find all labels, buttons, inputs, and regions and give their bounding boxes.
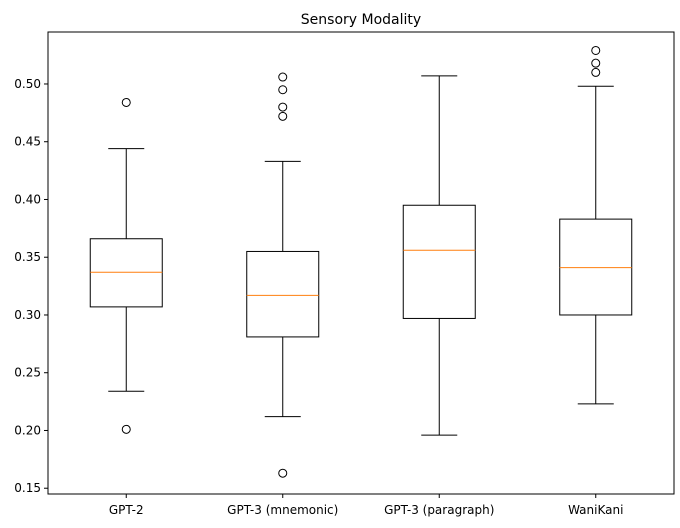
x-tick-label: GPT-3 (paragraph) <box>384 503 494 517</box>
y-tick-label: 0.45 <box>14 135 41 149</box>
y-axis: 0.15 0.20 0.25 0.30 0.35 0.40 0.45 0.50 <box>14 77 48 495</box>
box-iqr <box>246 250 320 338</box>
y-tick-label: 0.40 <box>14 192 41 206</box>
outlier-point <box>278 111 288 121</box>
box-iqr <box>89 238 163 308</box>
box-plot-3 <box>559 45 633 405</box>
outlier-point <box>121 424 131 434</box>
outlier-point <box>278 85 288 95</box>
outlier-point <box>278 72 288 82</box>
outlier-point <box>278 468 288 478</box>
y-tick-label: 0.15 <box>14 481 41 495</box>
y-tick-label: 0.20 <box>14 423 41 437</box>
x-tick-label: GPT-2 <box>109 503 144 517</box>
outlier-point <box>591 58 601 68</box>
y-tick-label: 0.50 <box>14 77 41 91</box>
box-iqr <box>559 218 633 316</box>
plot-area <box>47 31 675 495</box>
box-plot-1 <box>246 72 320 478</box>
box-iqr <box>402 204 476 319</box>
y-tick-label: 0.30 <box>14 308 41 322</box>
outlier-point <box>591 67 601 77</box>
y-tick-label: 0.35 <box>14 250 41 264</box>
x-tick-label: WaniKani <box>568 503 623 517</box>
x-axis: GPT-2 GPT-3 (mnemonic) GPT-3 (paragraph) Wa… <box>109 494 623 517</box>
box-plot-2 <box>402 75 476 436</box>
outlier-point <box>121 97 131 107</box>
outlier-point <box>278 102 288 112</box>
box-plot-0 <box>89 97 163 434</box>
y-tick-label: 0.25 <box>14 366 41 380</box>
chart-title: Sensory Modality <box>301 12 421 28</box>
boxes <box>89 45 633 478</box>
outlier-point <box>591 45 601 55</box>
x-tick-label: GPT-3 (mnemonic) <box>227 503 338 517</box>
